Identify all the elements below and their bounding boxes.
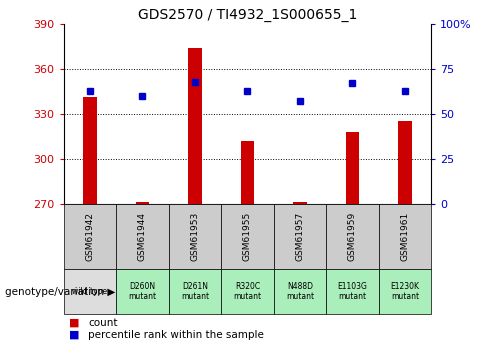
Text: ■: ■ <box>69 318 79 327</box>
Bar <box>241 141 254 204</box>
Text: N488D
mutant: N488D mutant <box>286 282 314 301</box>
Text: GSM61959: GSM61959 <box>348 212 357 261</box>
Bar <box>346 132 359 204</box>
Text: R320C
mutant: R320C mutant <box>233 282 262 301</box>
Text: E1230K
mutant: E1230K mutant <box>391 282 419 301</box>
Text: ■: ■ <box>69 330 79 339</box>
Text: GSM61944: GSM61944 <box>138 212 147 261</box>
Bar <box>136 202 149 204</box>
Text: percentile rank within the sample: percentile rank within the sample <box>88 330 264 339</box>
Text: GSM61953: GSM61953 <box>191 212 199 261</box>
Text: wild type: wild type <box>73 287 107 296</box>
Text: GSM61955: GSM61955 <box>243 212 252 261</box>
Text: GSM61942: GSM61942 <box>85 212 95 261</box>
Title: GDS2570 / TI4932_1S000655_1: GDS2570 / TI4932_1S000655_1 <box>138 8 357 22</box>
Text: D260N
mutant: D260N mutant <box>128 282 156 301</box>
Text: count: count <box>88 318 118 327</box>
Bar <box>294 202 307 204</box>
Text: GSM61957: GSM61957 <box>295 212 304 261</box>
Bar <box>83 97 97 204</box>
Text: D261N
mutant: D261N mutant <box>181 282 209 301</box>
Text: genotype/variation ▶: genotype/variation ▶ <box>5 287 115 296</box>
Text: E1103G
mutant: E1103G mutant <box>338 282 368 301</box>
Bar <box>398 121 412 204</box>
Text: GSM61961: GSM61961 <box>400 212 410 261</box>
Bar <box>188 48 201 204</box>
